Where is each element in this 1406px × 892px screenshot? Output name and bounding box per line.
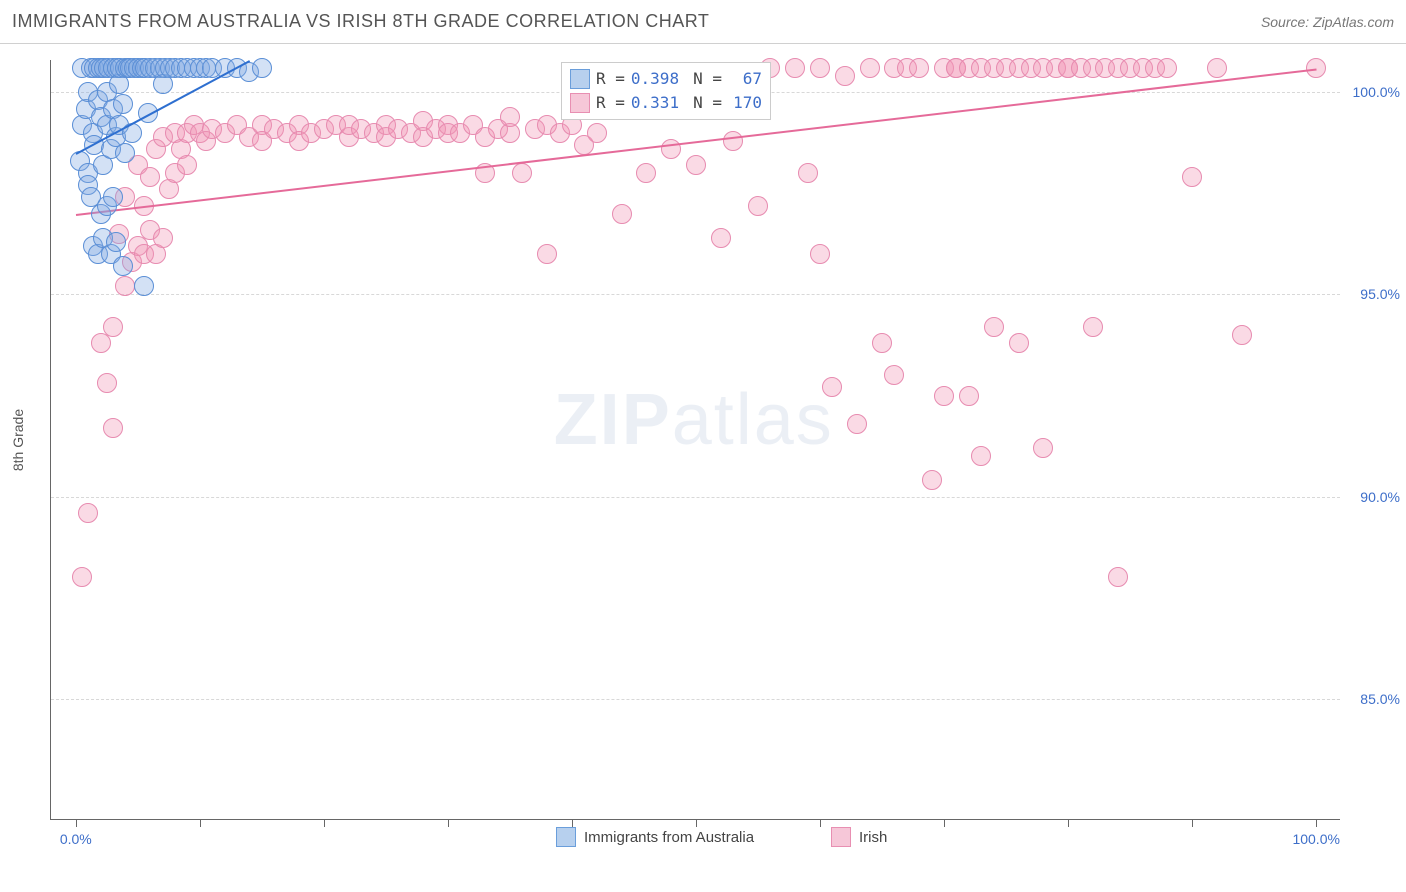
scatter-point-b	[177, 155, 197, 175]
x-tick	[944, 819, 945, 827]
scatter-point-b	[785, 58, 805, 78]
scatter-point-b	[153, 228, 173, 248]
x-tick	[324, 819, 325, 827]
x-tick	[200, 819, 201, 827]
scatter-point-b	[810, 244, 830, 264]
chart-title: IMMIGRANTS FROM AUSTRALIA VS IRISH 8TH G…	[12, 11, 709, 32]
scatter-point-b	[78, 503, 98, 523]
correlation-stats-box: R = 0.398N = 67R = 0.331N = 170	[561, 62, 771, 120]
scatter-point-b	[1033, 438, 1053, 458]
y-tick-label: 90.0%	[1345, 489, 1400, 505]
scatter-point-a	[106, 232, 126, 252]
gridline-h	[51, 497, 1340, 498]
scatter-point-a	[103, 187, 123, 207]
scatter-point-b	[661, 139, 681, 159]
scatter-point-b	[810, 58, 830, 78]
legend-item-b: Irish	[831, 827, 887, 847]
y-tick-label: 95.0%	[1345, 286, 1400, 302]
scatter-point-b	[822, 377, 842, 397]
scatter-point-b	[909, 58, 929, 78]
scatter-point-a	[252, 58, 272, 78]
legend-swatch-a	[556, 827, 576, 847]
legend-label-b: Irish	[859, 829, 887, 846]
scatter-point-b	[872, 333, 892, 353]
scatter-point-b	[1157, 58, 1177, 78]
chart-source: Source: ZipAtlas.com	[1261, 14, 1394, 30]
scatter-point-b	[1108, 567, 1128, 587]
x-tick	[820, 819, 821, 827]
x-tick	[1192, 819, 1193, 827]
scatter-point-b	[922, 470, 942, 490]
x-tick	[1316, 819, 1317, 827]
scatter-point-b	[537, 244, 557, 264]
scatter-point-b	[587, 123, 607, 143]
scatter-point-a	[134, 276, 154, 296]
scatter-point-b	[1009, 333, 1029, 353]
scatter-point-b	[636, 163, 656, 183]
legend-item-a: Immigrants from Australia	[556, 827, 754, 847]
scatter-point-b	[115, 276, 135, 296]
x-tick	[572, 819, 573, 827]
scatter-point-b	[971, 446, 991, 466]
swatch-a	[570, 69, 590, 89]
scatter-point-b	[140, 167, 160, 187]
x-tick	[696, 819, 697, 827]
gridline-h	[51, 699, 1340, 700]
scatter-plot-area: ZIPatlas 85.0%90.0%95.0%100.0%0.0%100.0%…	[50, 60, 1340, 820]
scatter-point-a	[113, 256, 133, 276]
scatter-point-b	[748, 196, 768, 216]
x-tick	[448, 819, 449, 827]
scatter-point-b	[959, 386, 979, 406]
scatter-point-b	[72, 567, 92, 587]
scatter-point-b	[1207, 58, 1227, 78]
legend-swatch-b	[831, 827, 851, 847]
scatter-point-b	[1232, 325, 1252, 345]
x-tick	[1068, 819, 1069, 827]
scatter-point-b	[1083, 317, 1103, 337]
scatter-point-b	[723, 131, 743, 151]
scatter-point-b	[860, 58, 880, 78]
scatter-point-b	[934, 386, 954, 406]
scatter-point-b	[686, 155, 706, 175]
y-axis-label: 8th Grade	[10, 409, 26, 471]
y-tick-label: 85.0%	[1345, 691, 1400, 707]
scatter-point-b	[103, 317, 123, 337]
x-tick-label: 0.0%	[60, 831, 92, 847]
gridline-h	[51, 294, 1340, 295]
x-tick	[76, 819, 77, 827]
stats-row-b: R = 0.331N = 170	[570, 91, 762, 115]
scatter-point-a	[113, 94, 133, 114]
chart-header: IMMIGRANTS FROM AUSTRALIA VS IRISH 8TH G…	[0, 0, 1406, 44]
scatter-point-b	[984, 317, 1004, 337]
scatter-point-b	[835, 66, 855, 86]
scatter-point-a	[115, 143, 135, 163]
y-tick-label: 100.0%	[1345, 84, 1400, 100]
scatter-point-b	[798, 163, 818, 183]
swatch-b	[570, 93, 590, 113]
scatter-point-b	[847, 414, 867, 434]
x-tick-label: 100.0%	[1292, 831, 1339, 847]
watermark: ZIPatlas	[554, 379, 834, 461]
scatter-point-b	[612, 204, 632, 224]
stats-row-a: R = 0.398N = 67	[570, 67, 762, 91]
scatter-point-b	[884, 365, 904, 385]
scatter-point-b	[1182, 167, 1202, 187]
scatter-point-b	[711, 228, 731, 248]
scatter-point-b	[97, 373, 117, 393]
scatter-point-b	[91, 333, 111, 353]
scatter-point-b	[500, 107, 520, 127]
legend-label-a: Immigrants from Australia	[584, 829, 754, 846]
scatter-point-b	[512, 163, 532, 183]
scatter-point-b	[103, 418, 123, 438]
